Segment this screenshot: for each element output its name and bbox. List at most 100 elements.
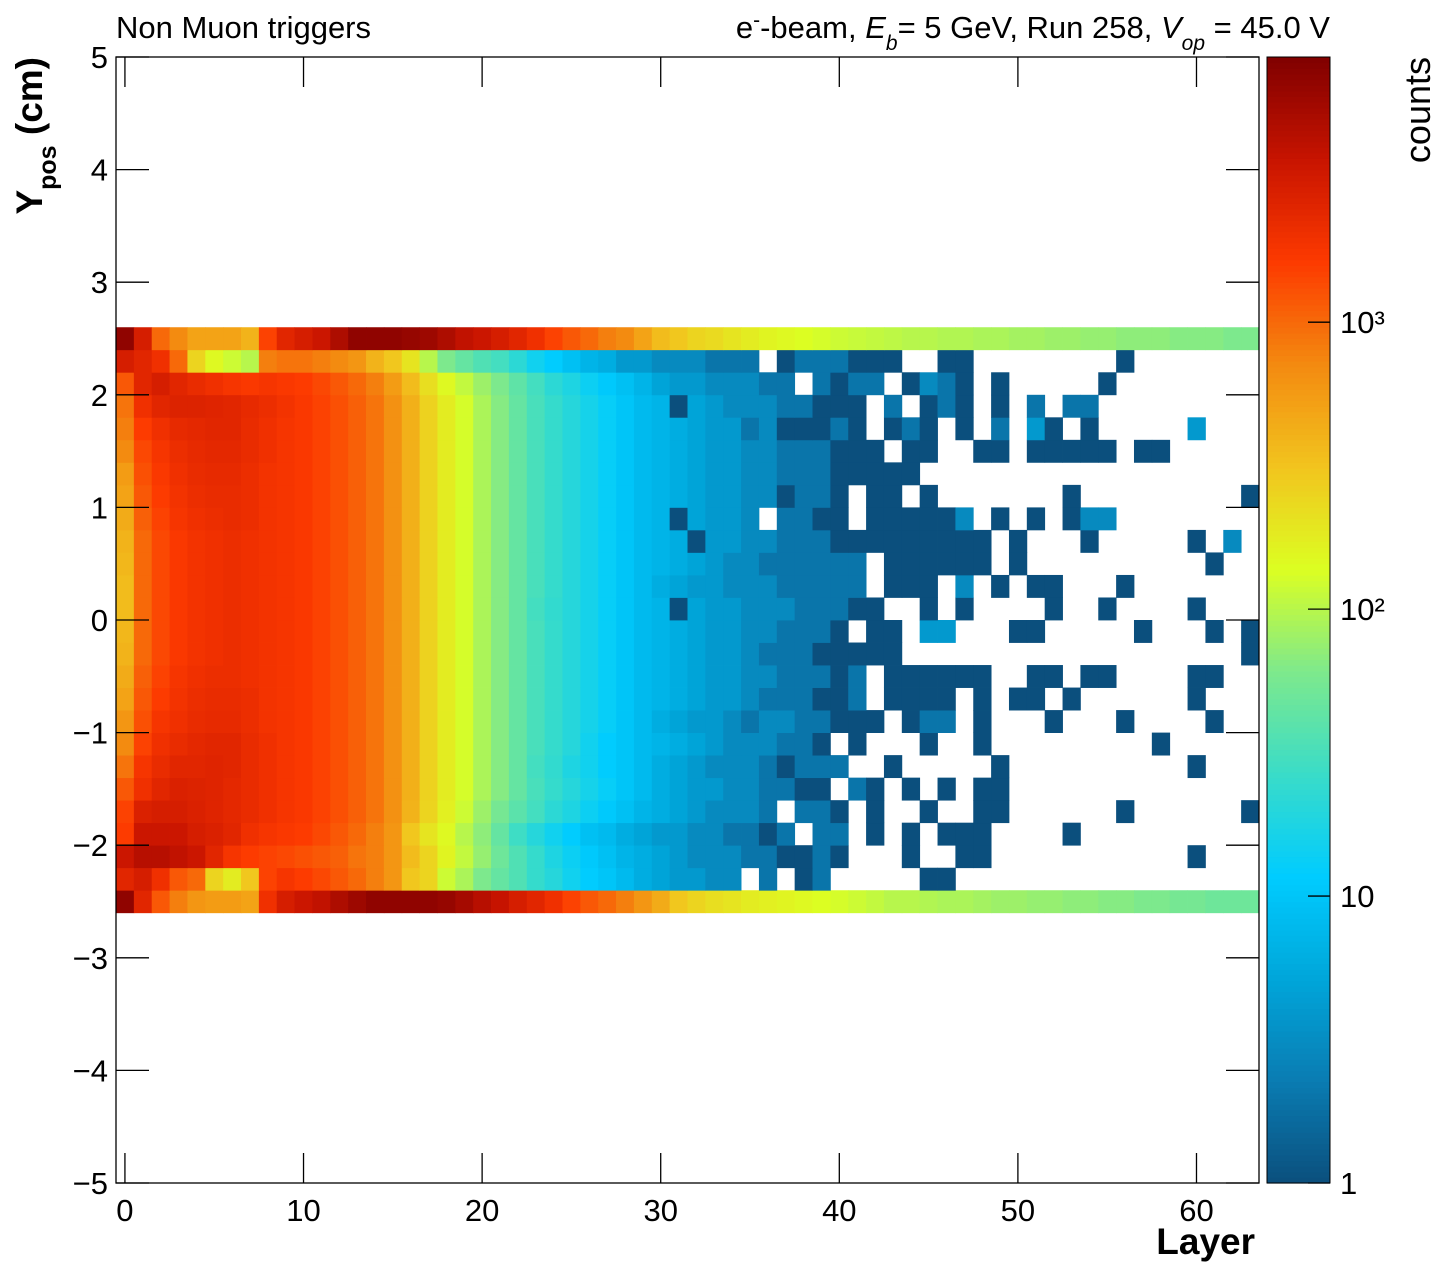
- cell: [116, 327, 135, 351]
- cell: [758, 394, 778, 418]
- colorbar-step: [1267, 113, 1330, 120]
- cell: [741, 777, 760, 801]
- cell: [241, 845, 260, 869]
- cell: [866, 890, 885, 914]
- colorbar-step: [1267, 180, 1330, 188]
- cell: [383, 529, 403, 553]
- cell: [455, 417, 474, 441]
- colorbar-step: [1267, 558, 1330, 565]
- cell: [187, 327, 206, 351]
- cell: [437, 822, 456, 846]
- cell: [116, 755, 135, 779]
- cell: [187, 394, 206, 418]
- colorbar-step: [1267, 924, 1330, 931]
- cell: [401, 484, 421, 508]
- cell: [312, 822, 331, 846]
- cell: [116, 394, 135, 418]
- cell: [366, 372, 385, 396]
- cell: [741, 665, 760, 688]
- cell: [1187, 327, 1206, 351]
- cell: [455, 349, 474, 373]
- cell: [276, 417, 295, 441]
- cell: [223, 867, 242, 891]
- cell: [312, 529, 331, 553]
- cell: [883, 394, 903, 418]
- cell: [169, 620, 188, 643]
- cell: [812, 755, 831, 779]
- colorbar-step: [1267, 175, 1330, 182]
- cell: [116, 867, 135, 891]
- colorbar-step: [1267, 135, 1330, 143]
- cell: [544, 687, 563, 711]
- cell: [991, 777, 1010, 801]
- cell: [151, 574, 170, 598]
- cell: [276, 732, 295, 756]
- x-tick-label: 60: [1179, 1193, 1213, 1228]
- cell: [258, 394, 278, 418]
- cell: [1116, 800, 1135, 824]
- colorbar-step: [1267, 400, 1330, 407]
- cell: [562, 372, 581, 396]
- cell: [241, 732, 260, 756]
- cell: [187, 439, 206, 463]
- cell: [348, 327, 367, 351]
- cell: [544, 394, 563, 418]
- cell: [651, 822, 671, 846]
- cell: [651, 552, 671, 576]
- cell: [526, 507, 546, 531]
- cell: [169, 394, 188, 418]
- cell: [991, 327, 1010, 351]
- cell: [883, 642, 903, 666]
- y-tick-label: 4: [91, 153, 108, 188]
- cell: [133, 574, 153, 598]
- cell: [741, 394, 760, 418]
- cell: [491, 552, 510, 576]
- cell: [758, 597, 778, 621]
- cell: [348, 687, 367, 711]
- cell: [669, 372, 688, 396]
- colorbar-step: [1267, 85, 1330, 92]
- colorbar-step: [1267, 107, 1330, 114]
- cell: [794, 462, 813, 486]
- cell: [276, 529, 295, 553]
- cell: [562, 574, 581, 598]
- y-tick-label: −4: [73, 1053, 108, 1088]
- cell: [812, 439, 831, 463]
- cell: [383, 417, 403, 441]
- cell: [330, 800, 349, 824]
- cell: [919, 327, 938, 351]
- cell: [901, 822, 921, 846]
- cell: [812, 574, 831, 598]
- cell: [705, 529, 724, 553]
- cell: [526, 642, 546, 666]
- cell: [866, 372, 885, 396]
- cell: [419, 327, 438, 351]
- cell: [651, 642, 671, 666]
- cell: [401, 372, 421, 396]
- cell: [473, 822, 492, 846]
- cell: [241, 777, 260, 801]
- cell: [133, 552, 153, 576]
- cell: [276, 349, 295, 373]
- cell: [580, 327, 599, 351]
- cell: [1241, 642, 1260, 666]
- cell: [901, 372, 921, 396]
- cell: [562, 710, 581, 733]
- cell: [133, 372, 153, 396]
- cell: [116, 439, 135, 463]
- cell: [151, 665, 170, 688]
- cell: [616, 484, 635, 508]
- cell: [187, 597, 206, 621]
- annotation-part: b: [886, 32, 898, 55]
- cell: [401, 507, 421, 531]
- cell: [508, 845, 528, 869]
- colorbar-step: [1267, 102, 1330, 109]
- cell: [973, 552, 992, 576]
- cell: [544, 507, 563, 531]
- cell: [491, 665, 510, 688]
- cell: [330, 845, 349, 869]
- cell: [419, 372, 438, 396]
- colorbar-step: [1267, 822, 1330, 829]
- cell: [794, 597, 813, 621]
- cell: [526, 822, 546, 846]
